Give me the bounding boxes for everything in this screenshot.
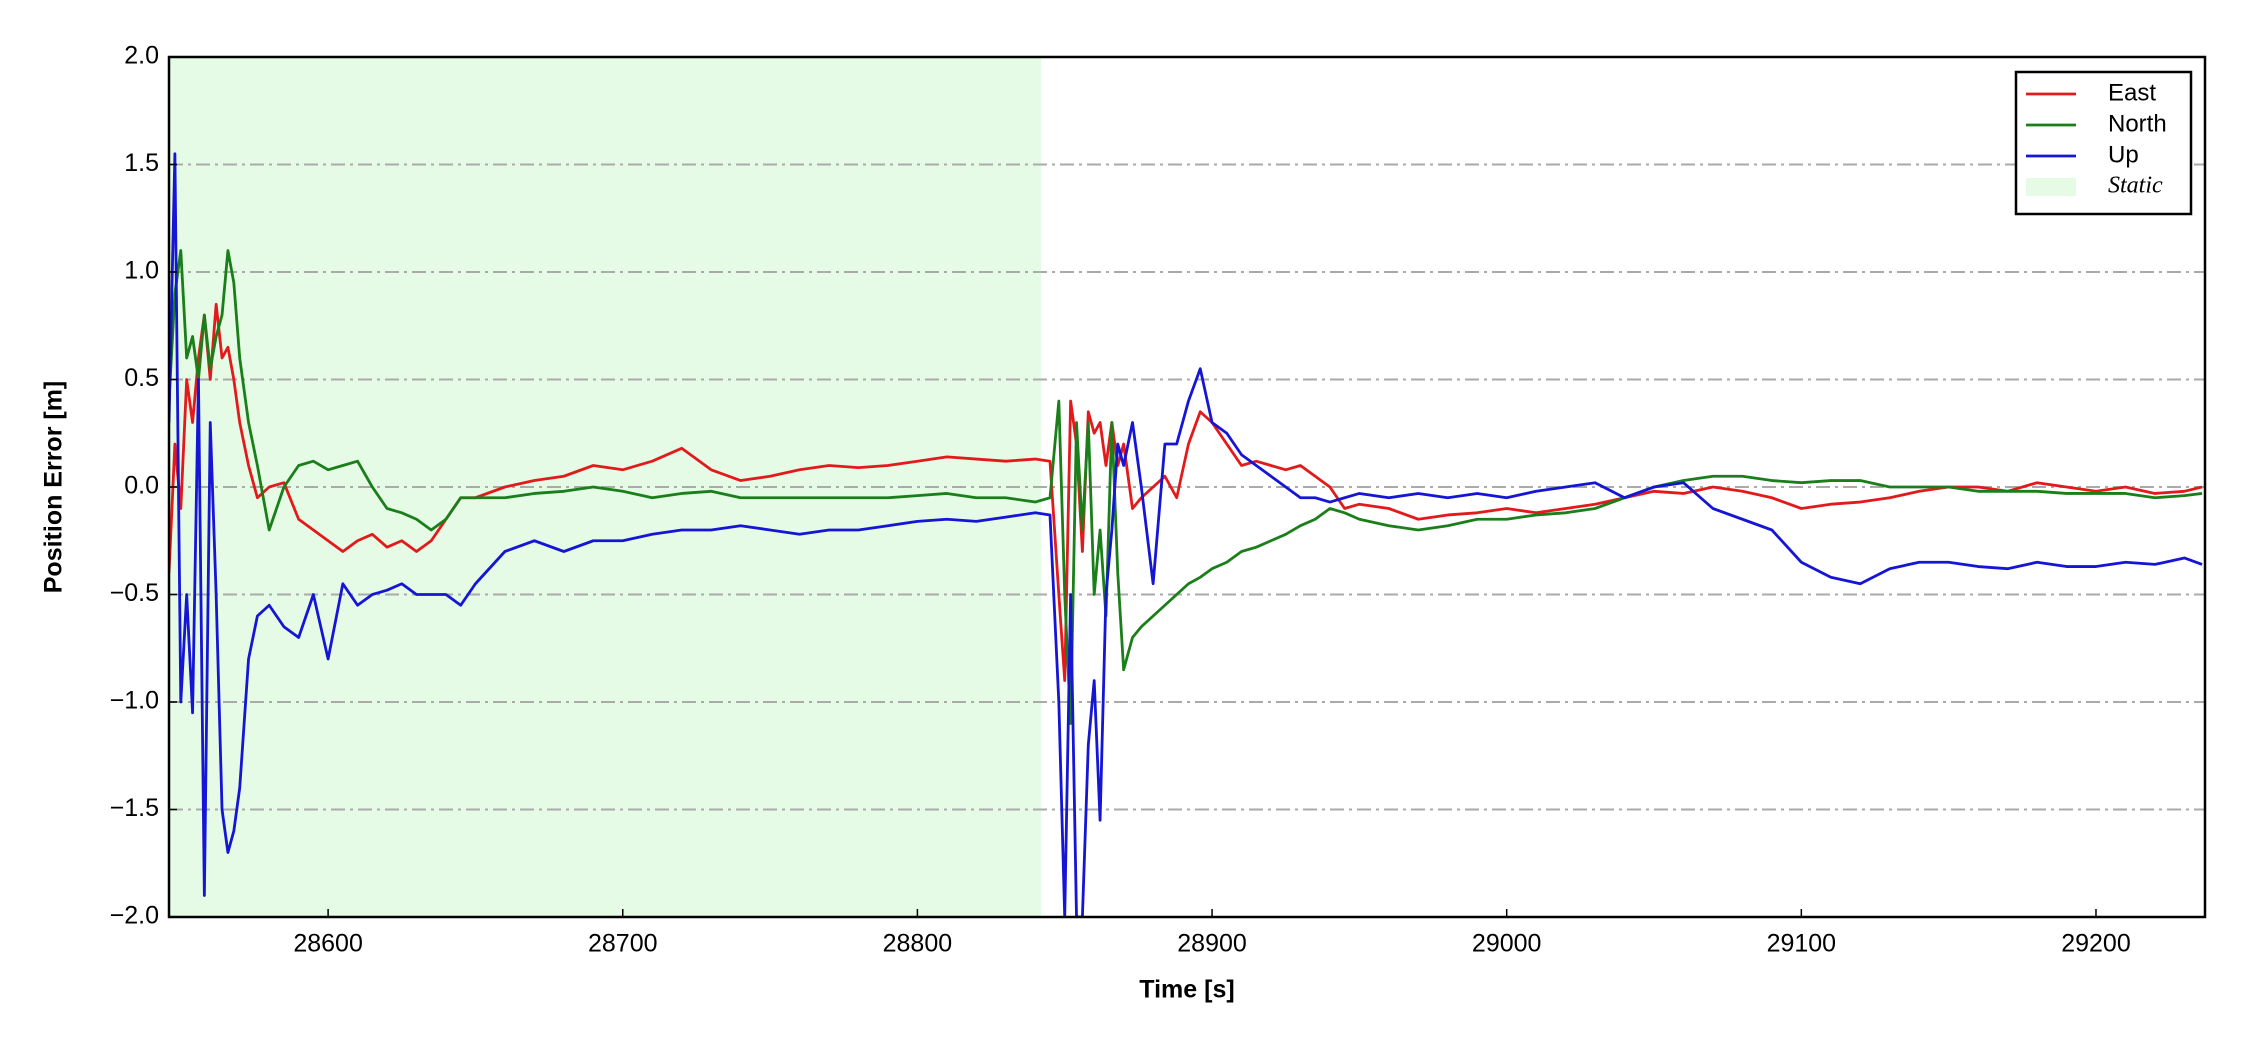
x-axis-label: Time [s] [1139,976,1234,1004]
legend-swatch [2026,178,2076,196]
y-tick-label: 0.0 [124,472,159,500]
y-tick-label: 2.0 [124,42,159,70]
y-tick-label: −1.5 [110,794,159,822]
legend: East North Up Static [2014,70,2193,216]
x-tick-label: 28700 [588,930,658,958]
x-tick-label: 28600 [293,930,363,958]
y-tick-label: −1.0 [110,687,159,715]
legend-label: Static [2108,173,2163,199]
legend-label: North [2108,110,2167,137]
line-series [169,302,2203,682]
plot-frame [167,55,2207,919]
legend-label: East [2108,79,2156,106]
x-tick-label: 28800 [883,930,953,958]
y-tick-label: −0.5 [110,579,159,607]
x-tick-label: 29100 [1767,930,1837,958]
y-tick-label: −2.0 [110,902,159,930]
y-tick-label: 1.5 [124,149,159,177]
x-tick-label: 28900 [1177,930,1247,958]
legend-label: Up [2108,141,2139,168]
x-tick-label: 29000 [1472,930,1542,958]
y-axis-label: Position Error [m] [40,381,68,594]
y-tick-label: 0.5 [124,364,159,392]
line-series [169,249,2203,725]
line-series [169,152,2203,917]
x-tick-label: 29200 [2061,930,2131,958]
y-tick-label: 1.0 [124,257,159,285]
plot-area [169,57,2205,917]
